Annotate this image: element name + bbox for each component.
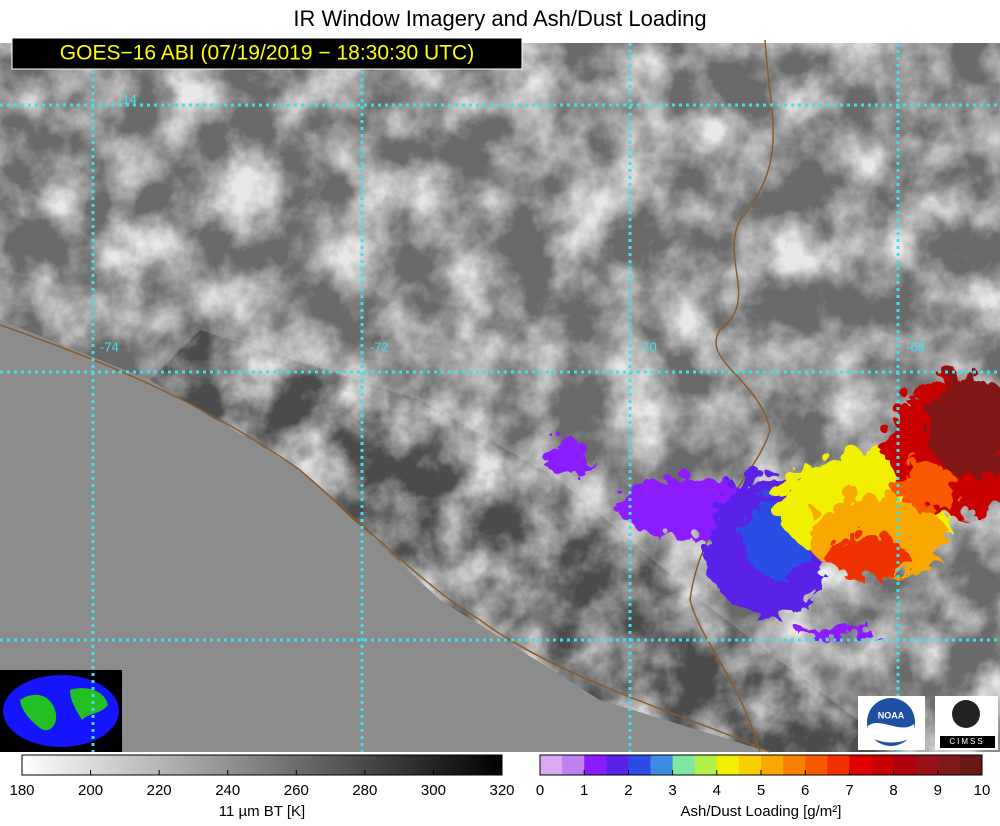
colorbar-segment — [562, 755, 585, 775]
colorbar-segment — [584, 755, 607, 775]
grid: -14 -74 -72 -70 -68 — [0, 43, 1000, 752]
colorbar-segment — [959, 755, 983, 775]
logo-label: CIMSS — [949, 737, 984, 746]
colorbar-tick-label: 10 — [974, 782, 991, 799]
colorbar-segment — [628, 755, 651, 775]
colorbar-segment — [650, 755, 674, 775]
colorbar-tick-label: 7 — [845, 782, 853, 799]
subtitle: GOES−16 ABI (07/19/2019 − 18:30:30 UTC) — [60, 42, 474, 65]
colorbar-tick-label: 9 — [934, 782, 942, 799]
colorbar-tick-label: 8 — [889, 782, 897, 799]
colorbar-label: Ash/Dust Loading [g/m²] — [681, 803, 842, 820]
colorbar-segment — [849, 755, 872, 775]
colorbar-tick-label: 5 — [757, 782, 765, 799]
colorbar-segment — [761, 755, 784, 775]
colorbar-tick-label: 280 — [352, 782, 377, 799]
colorbar-segment — [915, 755, 939, 775]
colorbar-tick-label: 2 — [624, 782, 632, 799]
colorbar-tick-label: 6 — [801, 782, 809, 799]
colorbar-segment — [672, 755, 696, 775]
grid-label: -70 — [638, 339, 657, 354]
colorbar-segment — [694, 755, 718, 775]
noaa-logo: NOAA — [858, 696, 925, 750]
colorbar-segment — [716, 755, 740, 775]
colorbar-tick-label: 260 — [284, 782, 309, 799]
colorbar-tick-label: 300 — [421, 782, 446, 799]
colorbar-tick-label: 0 — [536, 782, 544, 799]
logo-label: NOAA — [878, 710, 905, 720]
cimss-logo: CIMSS — [935, 696, 998, 750]
colorbar-label: 11 µm BT [K] — [219, 803, 305, 820]
imagery — [0, 39, 1000, 753]
colorbar-segment — [893, 755, 917, 775]
colorbar-tick-label: 4 — [713, 782, 721, 799]
globe-inset — [0, 670, 122, 752]
title: IR Window Imagery and Ash/Dust Loading — [293, 6, 706, 31]
colorbars: 180 200 220 240 260 280 300 320 11 µm BT [K] 0 1 2 3… — [9, 754, 991, 820]
colorbar-frame — [21, 754, 503, 776]
colorbar-segment — [783, 755, 806, 775]
colorbar-segment — [805, 755, 828, 775]
grid-label: -74 — [100, 339, 119, 354]
colorbar-segment — [606, 755, 629, 775]
colorbar-tick-label: 320 — [489, 782, 514, 799]
colorbar-segment — [871, 755, 895, 775]
colorbar-tick-label: 200 — [78, 782, 103, 799]
subtitle-box — [11, 37, 523, 70]
colorbar-tick-label: 240 — [215, 782, 240, 799]
grid-label: -72 — [370, 339, 389, 354]
colorbar-segment — [937, 755, 961, 775]
colorbar-tick-label: 220 — [147, 782, 172, 799]
colorbar — [22, 755, 502, 775]
colorbar-tick-label: 3 — [668, 782, 676, 799]
grid-label: -68 — [906, 339, 925, 354]
colorbar-segment — [540, 755, 563, 775]
colorbar-tick-label: 1 — [580, 782, 588, 799]
grid-label: -14 — [118, 91, 137, 106]
colorbar-tick-label: 180 — [9, 782, 34, 799]
colorbar-segment — [827, 755, 850, 775]
colorbar-segment — [738, 755, 762, 775]
